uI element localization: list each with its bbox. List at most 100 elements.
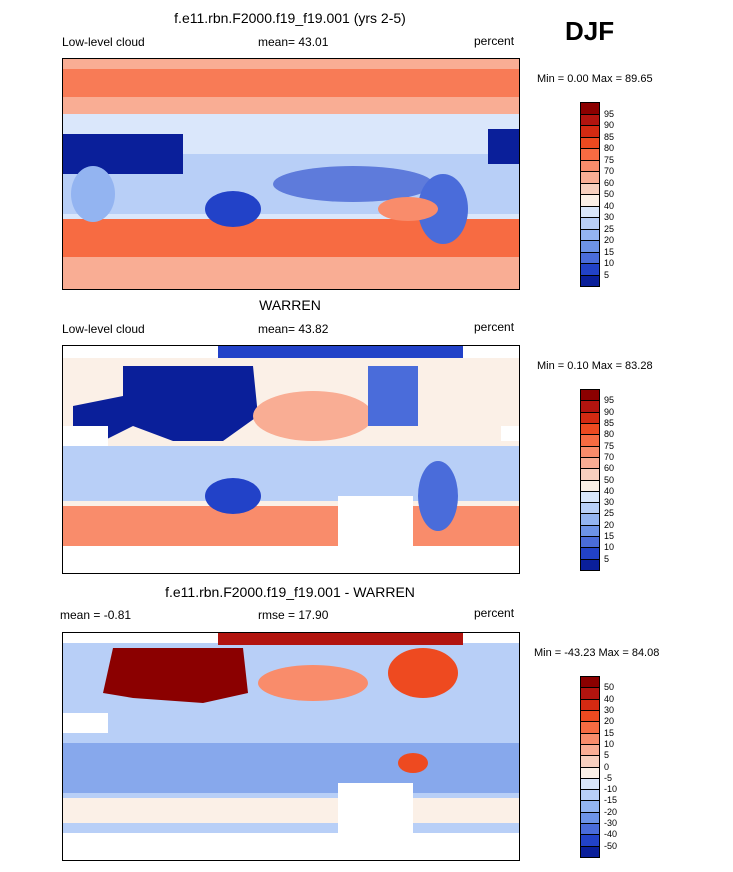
colorbar-tick-label: 15 [604,531,615,542]
panel-1-namerica-low [488,129,519,164]
panel-2-namerica-blue [368,366,418,426]
panel-1-australia [205,191,261,227]
colorbar-tick-label: 5 [604,750,610,761]
colorbar-tick-label: 40 [604,485,615,496]
colorbar-tick-label: 85 [604,131,615,142]
colorbar-swatch [580,845,600,858]
colorbar-tick-label: -10 [604,784,618,795]
panel-3-minmax: Min = -43.23 Max = 84.08 [534,647,660,659]
panel-1-minmax: Min = 0.00 Max = 89.65 [537,73,653,85]
colorbar-tick-label: 80 [604,143,615,153]
panel-3-pacific-red [258,665,368,701]
panel-1-title: f.e11.rbn.F2000.f19_f19.001 (yrs 2-5) [174,10,406,26]
colorbar-tick-label: 40 [604,693,615,704]
panel-1-units: percent [474,34,515,48]
panel-2-minmax: Min = 0.10 Max = 83.28 [537,360,653,372]
panel-2-africa-missing [63,426,108,446]
colorbar-tick-label: 20 [604,716,615,727]
colorbar-tick-label: 50 [604,682,615,693]
panel-3-pacific-missing [338,783,413,833]
colorbar-tick-label: -20 [604,806,618,817]
colorbar-tick-label: 20 [604,235,615,245]
colorbar-swatch [580,274,600,287]
panel-1-africa [71,166,115,222]
panel-1-center-label: mean= 43.01 [258,35,329,49]
panel-1-antarctic-band [63,257,519,289]
season-label: DJF [565,16,615,46]
colorbar-tick-label: 60 [604,177,615,188]
panel-2-title: WARREN [259,297,321,313]
panel-3-map [62,632,520,861]
panel-1-map [62,58,520,290]
colorbar-tick-label: 15 [604,727,615,738]
panel-1-north-band [63,69,519,97]
panel-1-colorbar: 95 90 85 80 75 70 60 50 40 30 25 20 15 10 5 [580,102,650,287]
colorbar-tick-label: 15 [604,246,615,257]
colorbar-tick-label: 95 [604,395,615,406]
panel-1-samerica [418,174,468,244]
panel-3-arctic-red [218,633,463,645]
panel-2-antarctic-missing [63,546,519,573]
panel-2-field [63,346,519,573]
colorbar-tick-label: -50 [604,840,618,851]
colorbar-tick-label: 5 [604,553,610,564]
colorbar-tick-label: 30 [604,497,615,508]
colorbar-tick-label: 25 [604,508,615,519]
panel-2-atlantic-missing [501,426,519,441]
colorbar-tick-label: 20 [604,519,615,530]
panel-3-colorbar: 50 40 30 20 15 10 5 0 -5 -10 -15 -20 -30 -40 -50 [580,676,650,858]
panel-3-antarctic-missing [63,833,519,860]
colorbar-tick-label: 5 [604,269,610,280]
colorbar-swatch [580,558,600,571]
panel-3-units: percent [474,606,515,620]
colorbar-tick-label: -40 [604,829,618,840]
panel-1-asia-low [63,134,183,174]
colorbar-tick-label: 50 [604,474,615,485]
panel-3-field [63,633,519,860]
panel-1-pacific-low [273,166,433,202]
panel-3-tropics [63,743,519,793]
panel-2-left-label: Low-level cloud [62,322,145,336]
colorbar-tick-label: 30 [604,704,615,715]
colorbar-tick-label: 95 [604,108,615,119]
colorbar-tick-label: 75 [604,440,615,451]
colorbar-tick-label: 80 [604,429,615,440]
panel-2-units: percent [474,320,515,334]
colorbar-tick-label: 70 [604,166,615,176]
panel-1-field [63,59,519,289]
colorbar-tick-label: 70 [604,451,615,462]
panel-2-map [62,345,520,574]
panel-2-center-label: mean= 43.82 [258,322,329,336]
colorbar-tick-label: -15 [604,795,618,806]
panel-2-arctic-blue [218,346,463,358]
colorbar-tick-label: 60 [604,463,615,474]
colorbar-tick-label: 90 [604,406,615,417]
panel-3-center-label: rmse = 17.90 [258,608,329,622]
panel-2-asia-low [73,366,258,441]
panel-3-africa-missing [63,713,108,733]
colorbar-tick-label: 10 [604,542,615,553]
colorbar-tick-label: 85 [604,417,615,428]
colorbar-tick-label: 50 [604,189,615,199]
panel-3-southern-band [63,798,519,823]
panel-3-namerica-red [388,648,458,698]
panel-3-eurasia-red [103,648,248,703]
colorbar-tick-label: 10 [604,258,615,268]
panel-2-colorbar: 95 90 85 80 75 70 60 50 40 30 25 20 15 10 5 [580,389,650,571]
colorbar-tick-label: 90 [604,120,615,130]
panel-1-peru-stratocu [378,197,438,221]
colorbar-tick-label: 10 [604,738,615,749]
panel-1-left-label: Low-level cloud [62,35,145,49]
panel-3-title: f.e11.rbn.F2000.f19_f19.001 - WARREN [165,584,415,600]
panel-2-pacific-cloud [253,391,373,441]
colorbar-tick-label: 25 [604,223,615,234]
colorbar-tick-label: 40 [604,200,615,211]
panel-2-pacific-missing [338,496,413,546]
colorbar-tick-label: -5 [604,772,613,783]
colorbar-tick-label: -30 [604,818,618,829]
colorbar-tick-label: 30 [604,212,615,222]
panel-2-samerica [418,461,458,531]
panel-3-left-label: mean = -0.81 [60,608,132,622]
panel-2-australia [205,478,261,514]
colorbar-tick-label: 0 [604,761,610,772]
